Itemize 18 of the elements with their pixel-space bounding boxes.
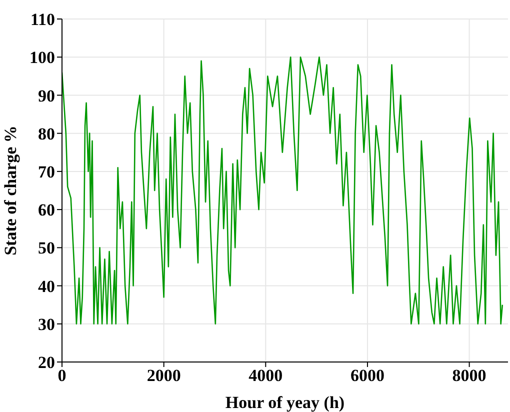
y-tick-label: 50 (38, 238, 55, 258)
y-tick-label: 30 (38, 314, 55, 334)
x-tick-label: 2000 (146, 366, 181, 386)
y-tick-label: 110 (30, 10, 55, 30)
line-series (62, 56, 504, 325)
y-tick-label: 20 (38, 353, 55, 372)
x-tick-label: 6000 (350, 366, 384, 386)
y-tick-label: 40 (38, 276, 55, 296)
x-axis-title: Hour of yeay (h) (225, 393, 345, 412)
y-tick-label: 100 (30, 48, 55, 68)
y-axis-title: State of charge % (1, 126, 20, 256)
y-tick-label: 70 (38, 162, 55, 182)
y-tick-label: 80 (38, 124, 55, 144)
y-tick-label: 90 (38, 86, 55, 106)
x-tick-label: 4000 (248, 366, 283, 386)
y-tick-label: 60 (38, 200, 55, 220)
x-tick-label: 8000 (452, 366, 486, 386)
x-tick-label: 0 (58, 366, 66, 386)
